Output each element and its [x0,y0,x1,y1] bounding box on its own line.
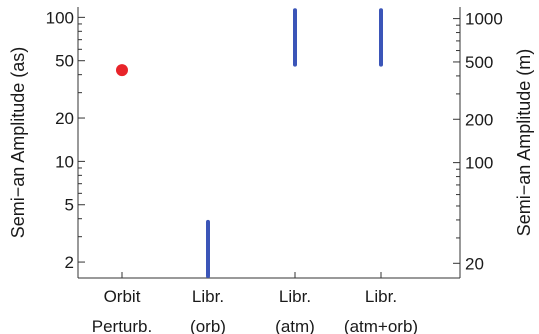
x-category-label: Libr. [192,287,224,306]
left-tick-label: 100 [46,8,74,27]
left-axis-title: Semi−an Amplitude (as) [8,47,28,239]
x-category-label: (orb) [190,317,226,334]
left-tick-label: 10 [55,152,74,171]
right-tick-label: 200 [465,110,493,129]
left-tick-label: 50 [55,52,74,71]
x-category-label: (atm+orb) [344,317,418,334]
right-tick-label: 20 [465,254,484,273]
x-category-label: Libr. [279,287,311,306]
axes [77,7,461,279]
left-tick-label: 5 [65,196,74,215]
right-tick-label: 1000 [465,10,503,29]
labels: 2 5 10 20 50 100 20 100 200 500 1000 Orbit Perturb. L… [8,8,534,334]
x-category-label: Libr. [365,287,397,306]
x-category-label: Orbit [104,287,141,306]
x-category-label: (atm) [275,317,315,334]
right-axis-title: Semi−an Amplitude (m) [514,49,534,237]
data-point [116,64,128,77]
right-tick-label: 100 [465,154,493,173]
left-tick-label: 20 [55,109,74,128]
left-tick-label: 2 [65,253,74,272]
data-marks [116,8,383,279]
right-tick-label: 500 [465,53,493,72]
x-category-label: Perturb. [92,317,152,334]
